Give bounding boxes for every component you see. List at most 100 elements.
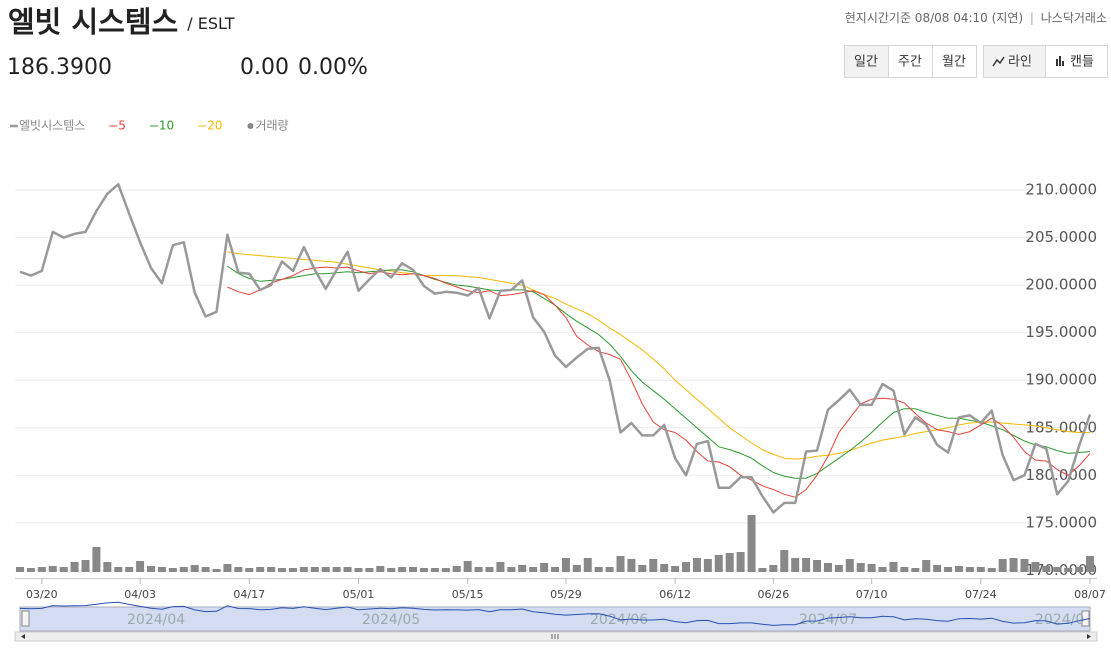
volume-bar [769,565,778,572]
change-pct: 0.00% [298,55,368,80]
y-tick-label: 210.0000 [1025,181,1097,199]
volume-bar [332,567,341,572]
volume-bar [954,566,963,572]
x-tick-label: 04/03 [124,588,156,601]
volume-bar [474,567,483,572]
volume-bar [1064,568,1073,572]
volume-bar [201,567,210,572]
volume-bar [572,565,581,572]
x-tick-label: 05/01 [343,588,375,601]
x-tick-label: 06/12 [659,588,691,601]
volume-bar [343,567,352,572]
navigator-label: 2024/05 [362,612,420,628]
volume-bar [660,564,669,572]
y-tick-label: 195.0000 [1025,323,1097,341]
series-line [227,251,1090,460]
series-line [227,266,1091,498]
volume-bar [1086,556,1094,572]
volume-bar [419,568,428,572]
volume-bar [452,566,461,572]
volume-bar [125,567,134,572]
volume-bar [649,559,658,572]
volume-bar [103,562,112,572]
y-tick-label: 205.0000 [1025,228,1097,246]
volume-bar [758,568,767,572]
button-label: 라인 [1008,55,1032,70]
button-daily[interactable] [844,45,889,78]
button-candle[interactable] [1045,45,1108,78]
volume-bar [136,561,145,572]
volume-bar [1020,559,1029,572]
volume-bar [365,568,374,572]
volume-bar [92,547,101,572]
x-tick-label: 08/07 [1074,588,1106,601]
volume-bar [496,562,505,572]
volume-bar [605,567,614,572]
volume-bar [551,567,559,572]
button-weekly[interactable] [888,45,933,78]
series-line [227,265,1091,479]
legend-label: 20 [207,119,222,133]
stock-title: 엘빗 시스템스 [8,5,178,39]
line-icon [992,56,1005,67]
volume-bar [944,567,953,572]
volume-bar [889,562,898,572]
volume-bar [441,568,450,572]
separator: | [1030,11,1034,25]
volume-bar [16,567,24,572]
style-buttons: 라인 캔들 [983,45,1108,78]
volume-bar [529,567,538,572]
y-tick-label: 190.0000 [1025,371,1097,389]
exchange: 나스닥거래소 [1041,11,1107,25]
volume-bar [998,559,1007,572]
volume-bar [703,559,712,572]
volume-bar [823,563,832,572]
legend-label: 엘빗시스템스 [19,119,85,133]
volume-bar [725,553,734,572]
volume-bar [638,565,647,572]
button-label: 주간 [898,55,922,70]
volume-bar [59,567,68,572]
scroll-grip [551,634,559,639]
series-line [19,183,1092,514]
volume-bar [922,560,931,572]
volume-bar [223,564,232,572]
volume-bar [299,567,308,572]
stock-heading: 엘빗 시스템스 / ESLT [8,5,235,39]
candle-icon [1056,56,1064,66]
volume-bar [540,563,549,572]
volume-bar [834,565,843,572]
volume-bar [267,567,276,572]
navigator-handle[interactable] [21,610,30,627]
volume-bar [933,565,942,572]
volume-bar [627,559,636,572]
button-label: 월간 [942,55,966,70]
navigator-label: 2024/0 [1035,612,1084,628]
volume-bar [387,568,396,572]
volume-bar [409,567,418,572]
volume-bar [518,565,527,572]
change: 0.00 [240,55,289,80]
volume-bar [81,560,90,572]
volume-bar [813,560,822,572]
y-tick-label: 180.0000 [1025,466,1097,484]
x-tick-label: 05/29 [550,588,582,601]
volume-bar [26,568,35,572]
volume-bar [245,568,254,572]
button-monthly[interactable] [932,45,977,78]
volume-bar [682,562,691,572]
volume-bar [802,558,811,572]
scrollbar[interactable] [14,631,1098,642]
volume-bar [507,567,516,572]
volume-bar [147,566,156,572]
volume-bar [561,558,570,572]
volume-bar [37,567,46,572]
volume-bar [70,562,79,572]
legend-label: 거래량 [255,119,288,133]
volume-bar [1075,567,1084,572]
button-label: 일간 [854,55,878,70]
x-tick-label: 06/26 [758,588,790,601]
y-tick-label: 175.0000 [1025,513,1097,531]
volume-bar [310,567,319,572]
